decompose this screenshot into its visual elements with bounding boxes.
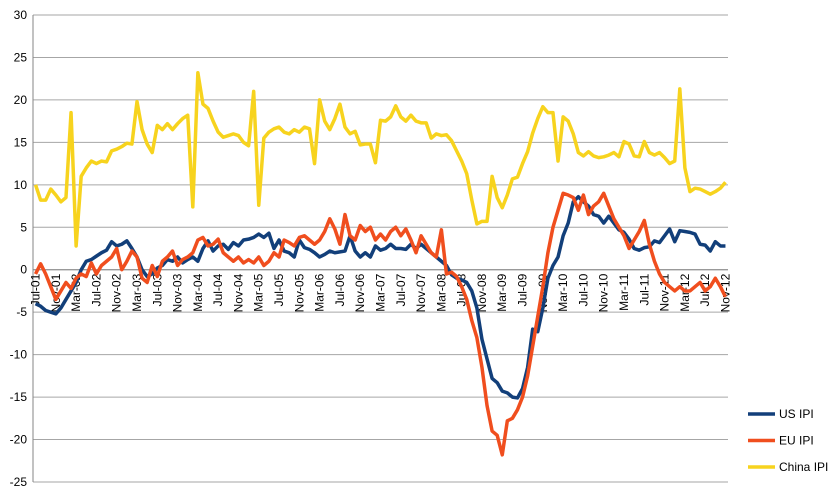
x-tick-label: Jul-05 <box>272 273 286 306</box>
y-tick-label: 25 <box>14 50 28 64</box>
x-tick-label: Jul-10 <box>576 273 590 306</box>
x-tick-label: Mar-08 <box>434 273 448 311</box>
x-tick-label: Mar-03 <box>130 273 144 311</box>
x-tick-label: Nov-12 <box>718 273 732 312</box>
x-tick-label: Mar-07 <box>374 273 388 311</box>
series-line <box>33 70 727 248</box>
x-tick-label: Mar-05 <box>252 273 266 311</box>
x-tick-label: Nov-03 <box>171 273 185 312</box>
x-tick-label: Nov-10 <box>597 273 611 312</box>
x-tick-label: Nov-06 <box>353 273 367 312</box>
x-tick-label: Mar-09 <box>495 273 509 311</box>
x-tick-label: Jul-04 <box>211 273 225 306</box>
x-tick-label: Nov-11 <box>658 273 672 311</box>
x-tick-label: Jul-03 <box>150 273 164 306</box>
y-tick-label: -10 <box>10 348 28 362</box>
legend-label: China IPI <box>779 460 828 474</box>
x-tick-label: Jul-07 <box>394 273 408 306</box>
legend-label: US IPI <box>779 407 814 421</box>
x-tick-label: Nov-02 <box>110 273 124 312</box>
x-tick-label: Jul-06 <box>333 273 347 306</box>
x-tick-label: Jul-11 <box>637 273 651 305</box>
x-tick-label: Nov-01 <box>49 273 63 312</box>
y-tick-label: -5 <box>16 305 27 319</box>
y-tick-label: 5 <box>20 220 27 234</box>
x-tick-label: Nov-05 <box>292 273 306 312</box>
x-tick-label: Jul-01 <box>29 273 43 306</box>
y-tick-label: -15 <box>10 390 28 404</box>
x-tick-label: Mar-11 <box>617 273 631 310</box>
x-tick-label: Jul-02 <box>89 273 103 306</box>
x-tick-label: Nov-08 <box>475 273 489 312</box>
legend-label: EU IPI <box>779 434 814 448</box>
x-tick-label: Nov-04 <box>231 273 245 312</box>
x-tick-label: Mar-06 <box>313 273 327 311</box>
series-line <box>33 191 728 457</box>
y-tick-label: -20 <box>10 433 28 447</box>
y-tick-label: 20 <box>14 93 28 107</box>
x-tick-label: Mar-10 <box>556 273 570 311</box>
x-tick-label: Jul-09 <box>516 273 530 306</box>
y-tick-label: 30 <box>14 8 28 22</box>
y-tick-label: 15 <box>14 135 28 149</box>
x-tick-label: Mar-04 <box>191 273 205 311</box>
y-tick-label: 10 <box>14 178 28 192</box>
x-tick-label: Nov-07 <box>414 273 428 312</box>
y-tick-label: 0 <box>20 263 27 277</box>
y-tick-label: -25 <box>10 475 28 489</box>
